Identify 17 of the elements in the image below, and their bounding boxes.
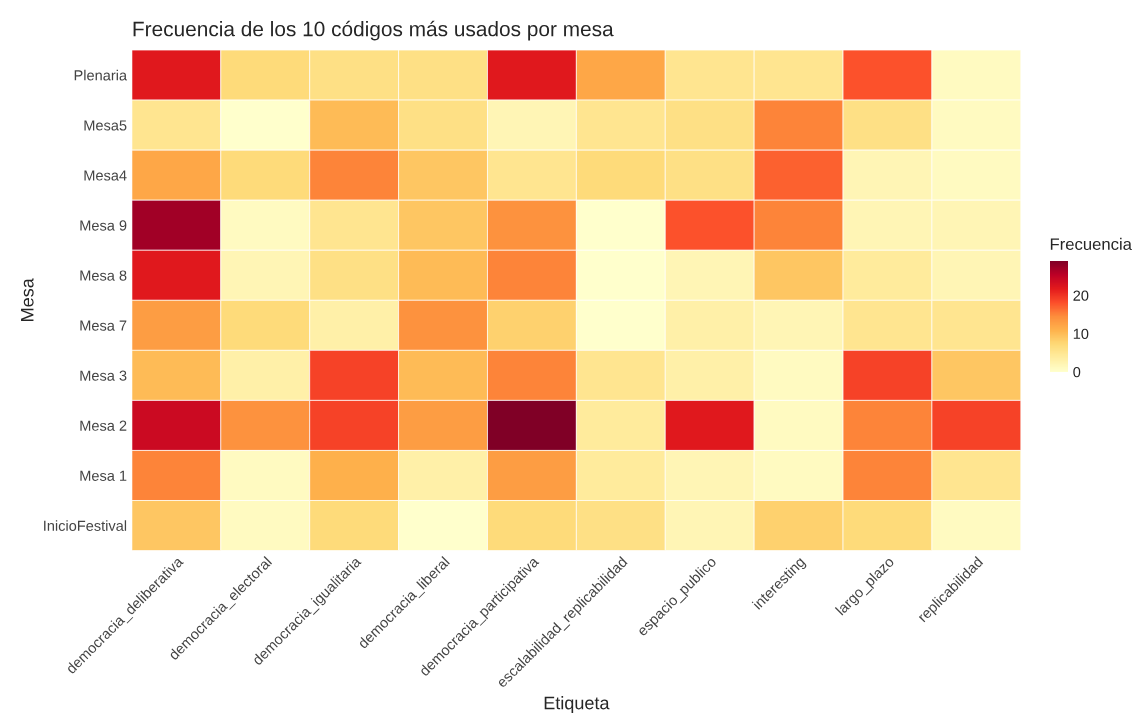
y-axis-title: Mesa xyxy=(21,278,34,321)
color-bar-label: 0 xyxy=(1073,366,1081,378)
color-bar-label: 10 xyxy=(1073,328,1089,340)
chart-title: Frecuencia de los 10 códigos más usados por mesa xyxy=(133,20,614,41)
y-tick-label: Mesa 2 xyxy=(80,420,127,431)
y-tick-label: Mesa 3 xyxy=(80,370,127,381)
y-tick-label: Mesa 7 xyxy=(80,320,127,331)
color-bar-title: Frecuencia xyxy=(1050,237,1132,251)
x-axis-title: Etiqueta xyxy=(544,696,610,713)
y-tick-label: Mesa4 xyxy=(84,170,127,181)
y-tick-label: Mesa 8 xyxy=(80,270,127,281)
y-tick-label: Plenaria xyxy=(74,69,128,81)
y-tick-label: Mesa 1 xyxy=(80,470,127,481)
y-tick-label: Mesa5 xyxy=(84,120,127,131)
color-bar-label: 20 xyxy=(1073,290,1089,301)
y-tick-label: Mesa 9 xyxy=(80,220,127,231)
y-tick-label: InicioFestival xyxy=(44,520,127,531)
